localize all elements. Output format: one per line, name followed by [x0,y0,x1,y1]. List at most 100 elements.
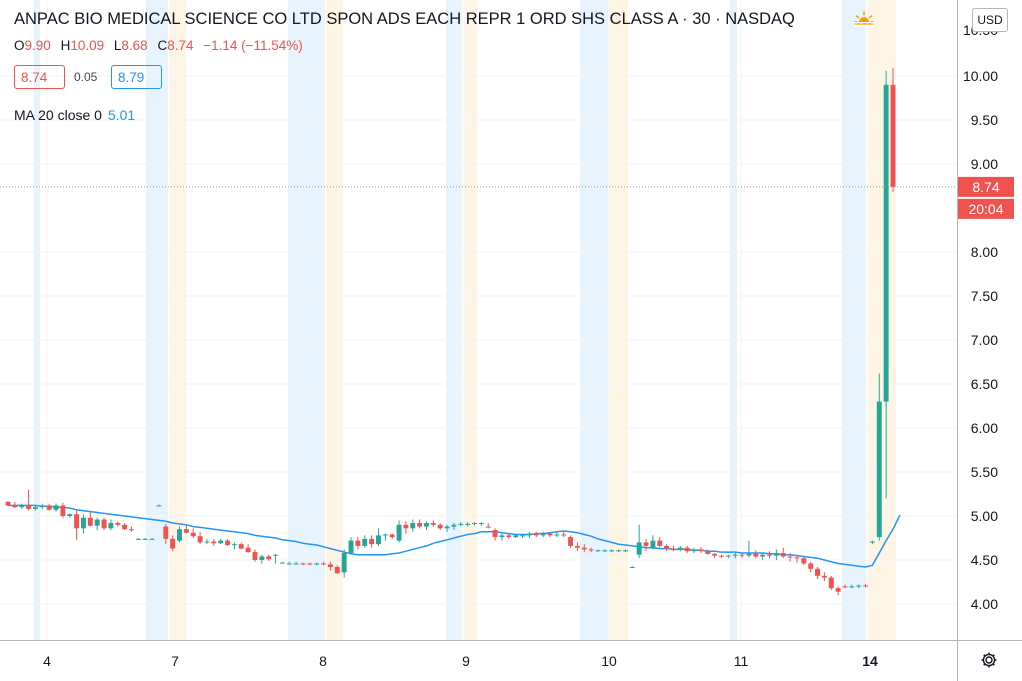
candle-body [369,538,375,545]
candle-body [122,524,128,530]
x-tick-label: 4 [43,653,51,669]
candle [739,552,745,559]
candle [636,524,642,559]
candle-body [238,544,244,549]
candle [568,535,574,548]
sun-icon [854,11,874,27]
candle [602,549,608,553]
candle-body [225,540,231,546]
candle [231,542,237,550]
session-band [326,0,343,640]
candle [19,503,25,509]
candle-body [177,529,182,541]
session-band [580,0,608,640]
candle-body [190,532,196,537]
ohlc-legend: O9.90 H10.09 L8.68 C8.74 −1.14 (−11.54%) [14,38,309,53]
grid-lines [0,0,957,640]
candle-body [465,523,471,525]
candle [80,514,86,534]
candle-body [327,564,333,568]
candle [67,513,73,518]
candle-body [499,535,505,538]
candle [801,556,807,566]
x-tick-label: 10 [601,653,617,669]
candle [753,550,759,559]
candle [465,522,471,527]
candle [273,553,279,564]
candle-body [451,524,457,527]
low-value: 8.68 [121,38,148,53]
currency-button[interactable]: USD [972,8,1008,32]
candle [5,501,11,507]
candle [60,502,66,518]
candle-body [410,523,416,529]
candle [821,572,827,582]
last-price-label: 8.74 [972,179,999,195]
y-tick-label: 8.00 [971,244,998,260]
candle-body [485,526,491,528]
close-value: 8.74 [167,38,194,53]
session-band [169,0,186,640]
candle [12,501,18,509]
candle [142,538,148,540]
candle [485,523,491,529]
candle-body [815,568,821,576]
candle-body [794,557,800,559]
candle [129,526,134,532]
candle-body [595,550,601,552]
candle [293,561,299,565]
candle-body [732,554,738,556]
change-value: −1.14 (−11.54%) [203,38,303,53]
candle [863,583,869,588]
candle-body [396,524,402,541]
candle-body [307,563,313,565]
ma-legend[interactable]: MA 20 close 0 5.01 [14,107,135,123]
candle-body [375,535,381,545]
candle-body [197,536,203,543]
candle-body [753,553,759,557]
candle-body [588,549,594,551]
candle-body [677,547,683,550]
sell-button[interactable]: 8.74 [14,65,65,89]
candle [245,544,251,553]
candle [650,535,656,550]
candle-body [204,541,210,543]
candle-body [424,523,429,527]
candle-body [430,523,436,525]
candle-body [863,585,869,587]
open-label: O [14,38,25,53]
candle [444,524,450,532]
candle [266,554,272,561]
candle [410,519,416,532]
x-tick-label: 7 [171,653,179,669]
candle-body [856,585,862,587]
candle [588,547,594,553]
candle [458,522,464,527]
candle [183,524,189,534]
candle [307,562,313,566]
candle [828,575,834,590]
session-band [34,0,40,640]
candle [794,554,800,563]
buy-button[interactable]: 8.79 [111,65,162,89]
candle-body [698,549,704,552]
candle [286,561,292,565]
candle-body [520,535,526,537]
candle [698,546,704,553]
session-band [446,0,462,640]
candle-body [293,563,299,565]
candle [396,520,402,543]
candle-body [684,547,690,552]
candle-body [403,524,409,529]
candle-body [437,524,443,529]
candle-body [142,538,148,540]
candle [808,561,814,573]
candle [767,551,772,559]
candle [39,503,45,509]
candle [533,531,539,538]
gear-icon[interactable] [979,650,999,670]
candle-body [581,547,587,550]
candle-body [869,541,875,543]
candle-body [149,538,155,540]
